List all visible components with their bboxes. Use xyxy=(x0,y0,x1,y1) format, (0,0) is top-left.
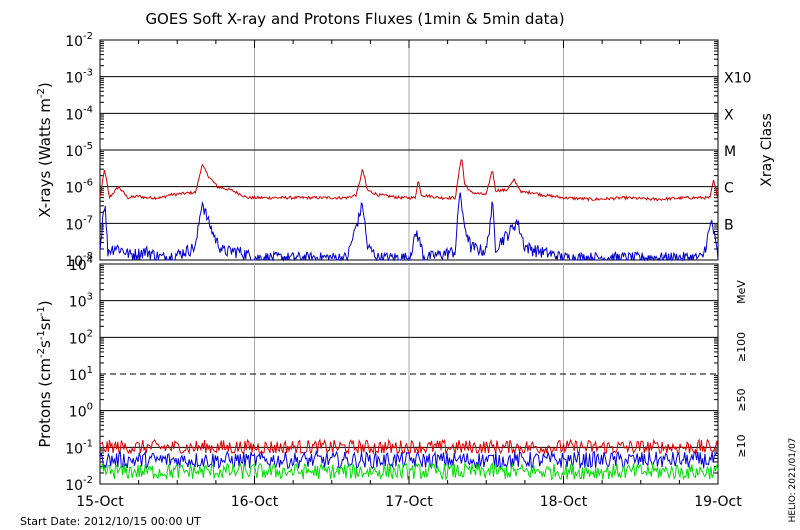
xray-ytick-label: 10-6 xyxy=(65,178,93,197)
xray-class-label: C xyxy=(724,181,734,197)
xray-series-line xyxy=(99,159,719,202)
svg-text:Protons (cm-2s-1sr-1): Protons (cm-2s-1sr-1) xyxy=(36,300,54,447)
xray-class-label: B xyxy=(724,217,734,233)
proton-ytick-label: 10-1 xyxy=(65,438,93,457)
legend-ge10: ≥10 xyxy=(735,434,748,457)
legend-ge50: ≥50 xyxy=(735,388,748,411)
xray-class-label: X xyxy=(724,107,734,123)
chart-title: GOES Soft X-ray and Protons Fluxes (1min… xyxy=(145,10,564,28)
xray-ytick-label: 10-2 xyxy=(65,31,93,50)
proton-ytick-label: 100 xyxy=(69,402,93,421)
proton-ytick-label: 103 xyxy=(69,292,93,311)
xray-class-label: X10 xyxy=(724,71,751,87)
proton-series-line xyxy=(99,450,719,471)
xtick-label: 18-Oct xyxy=(540,494,588,510)
xray-ytick-label: 10-8 xyxy=(65,251,93,270)
xtick-label: 19-Oct xyxy=(694,494,742,510)
proton-series-line xyxy=(99,461,719,481)
proton-ylabel: Protons (cm-2s-1sr-1) xyxy=(36,300,54,447)
xray-ytick-label: 10-7 xyxy=(65,214,93,233)
xray-ytick-label: 10-3 xyxy=(65,68,93,87)
proton-ytick-label: 104 xyxy=(69,255,93,274)
credit-label: HELIO: 2021/01/07 xyxy=(788,438,798,523)
xray-ylabel: X-rays (Watts m-2) xyxy=(36,82,54,217)
svg-text:X-rays (Watts m-2): X-rays (Watts m-2) xyxy=(36,82,54,217)
xray-series-line xyxy=(99,192,719,262)
proton-ytick-label: 101 xyxy=(69,365,93,384)
xray-class-axis-label: Xray Class xyxy=(759,113,775,187)
xray-ytick-label: 10-4 xyxy=(65,104,93,123)
start-date-label: Start Date: 2012/10/15 00:00 UT xyxy=(20,515,201,528)
xray-class-label: M xyxy=(724,144,736,160)
xtick-label: 17-Oct xyxy=(385,494,433,510)
xray-ytick-label: 10-5 xyxy=(65,141,93,160)
proton-ytick-label: 10-2 xyxy=(65,475,93,494)
xtick-label: 16-Oct xyxy=(231,494,279,510)
legend-ge100: ≥100 xyxy=(735,332,748,362)
proton-unit-label: MeV xyxy=(735,280,748,304)
xtick-label: 15-Oct xyxy=(76,494,124,510)
proton-ytick-label: 102 xyxy=(69,328,93,347)
